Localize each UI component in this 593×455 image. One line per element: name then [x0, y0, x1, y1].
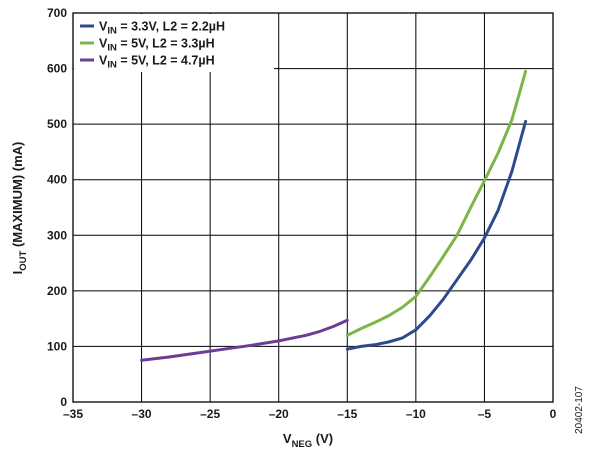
y-axis-label-sub: OUT	[18, 250, 29, 270]
series-layer	[140, 69, 528, 362]
legend-entry: VIN = 5V, L2 = 3.3µH	[99, 37, 215, 54]
x-tick-label: –20	[269, 407, 289, 421]
x-tick-label: –35	[63, 407, 83, 421]
series-line-2	[345, 69, 528, 337]
y-tick-label: 400	[47, 173, 67, 187]
y-tick-labels: 0 100 200 300 400 500 600 700	[47, 6, 67, 409]
x-tick-label: –5	[478, 407, 492, 421]
y-axis-label-rest: (MAXIMUM) (mA)	[10, 142, 25, 251]
y-axis-label-main: I	[10, 271, 25, 275]
y-tick-label: 700	[47, 6, 67, 20]
legend-entry: VIN = 5V, L2 = 4.7µH	[99, 54, 215, 71]
figure-footnote: 20402-107	[574, 386, 585, 434]
y-axis-label: IOUT (MAXIMUM) (mA)	[10, 142, 29, 275]
x-tick-label: –25	[200, 407, 220, 421]
y-tick-label: 0	[60, 395, 67, 409]
y-tick-label: 600	[47, 62, 67, 76]
y-tick-label: 500	[47, 117, 67, 131]
legend-entry: VIN = 3.3V, L2 = 2.2µH	[99, 20, 225, 37]
x-axis-label-rest: (V)	[312, 431, 333, 446]
x-axis-label-main: V	[283, 431, 292, 446]
x-tick-label: –10	[406, 407, 426, 421]
plot-frame	[72, 12, 554, 403]
legend-background	[74, 14, 274, 72]
y-tick-label: 100	[47, 339, 67, 353]
x-axis-label: VNEG (V)	[283, 431, 333, 450]
grid	[72, 12, 554, 403]
x-axis-label-sub: NEG	[292, 439, 313, 450]
series-line-1	[345, 119, 528, 351]
y-tick-label: 300	[47, 228, 67, 242]
x-tick-label: –15	[337, 407, 357, 421]
x-tick-labels: –35 –30 –25 –20 –15 –10 –5 0	[63, 407, 557, 421]
x-tick-label: –30	[132, 407, 152, 421]
x-tick-label: 0	[550, 407, 557, 421]
y-tick-label: 200	[47, 284, 67, 298]
series-line-3	[140, 318, 349, 362]
